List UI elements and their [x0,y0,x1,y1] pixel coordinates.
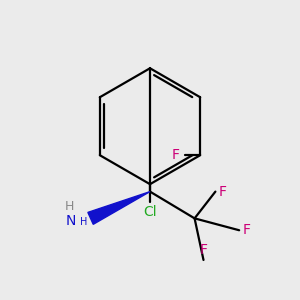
Text: H: H [80,217,88,227]
Polygon shape [88,192,150,224]
Text: F: F [171,148,179,162]
Text: F: F [218,184,226,199]
Text: F: F [242,223,250,237]
Text: F: F [200,243,208,257]
Text: N: N [66,214,76,228]
Text: H: H [65,200,74,213]
Text: Cl: Cl [143,205,157,219]
